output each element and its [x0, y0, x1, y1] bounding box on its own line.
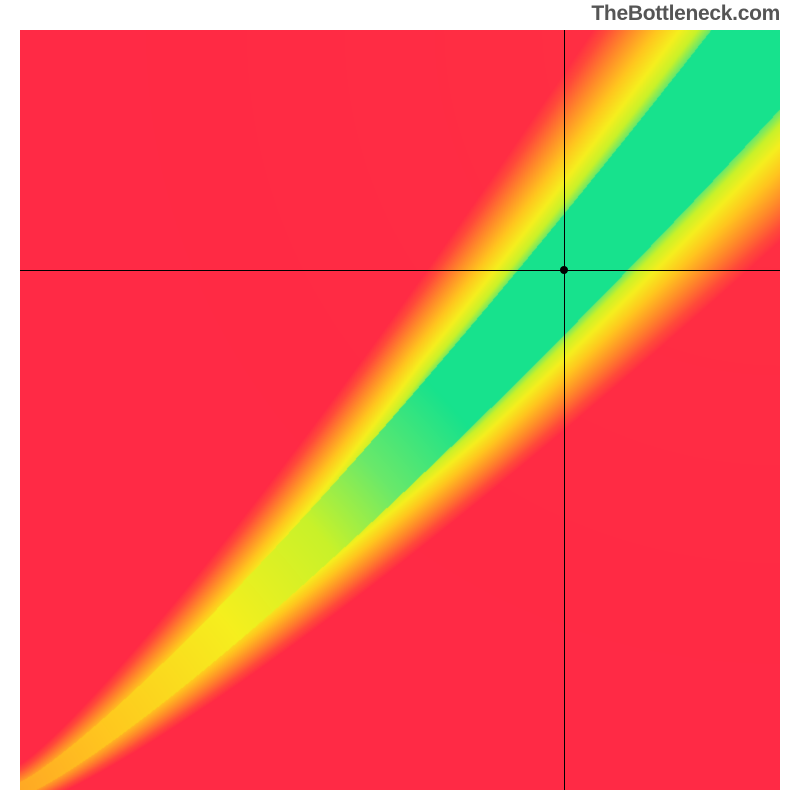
bottleneck-heatmap: [20, 30, 780, 790]
chart-container: TheBottleneck.com: [0, 0, 800, 800]
crosshair-marker-dot: [560, 266, 568, 274]
crosshair-horizontal-line: [20, 270, 780, 271]
crosshair-vertical-line: [564, 30, 565, 790]
watermark-text: TheBottleneck.com: [591, 2, 780, 26]
